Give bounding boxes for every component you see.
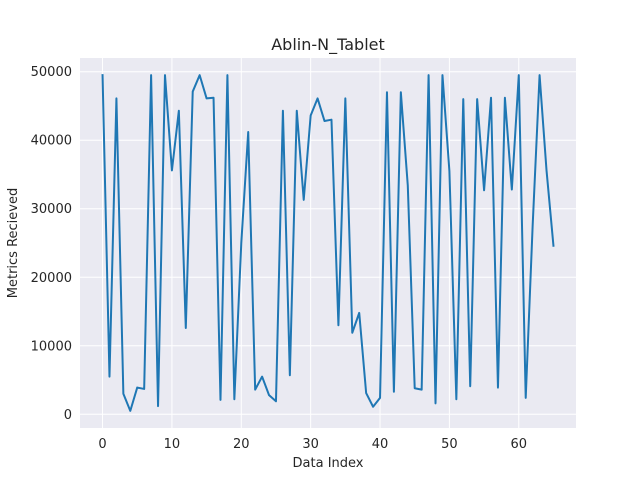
x-tick-labels: 0 10 20 30 40 50 60 <box>98 437 527 452</box>
y-axis-label: Metrics Recieved <box>6 188 21 298</box>
x-tick-label: 50 <box>441 437 458 452</box>
x-axis-label: Data Index <box>293 456 364 471</box>
x-tick-label: 40 <box>372 437 389 452</box>
series-line <box>101 74 555 412</box>
chart-title: Ablin-N_Tablet <box>271 35 385 55</box>
x-tick-label: 30 <box>302 437 319 452</box>
series-group <box>101 74 555 412</box>
x-tick-label: 0 <box>98 437 106 452</box>
y-tick-labels: 0 10000 20000 30000 40000 50000 <box>31 65 72 423</box>
y-tick-label: 40000 <box>31 134 72 149</box>
x-tick-label: 60 <box>510 437 527 452</box>
y-tick-label: 50000 <box>31 65 72 80</box>
y-tick-label: 30000 <box>31 202 72 217</box>
x-tick-label: 10 <box>164 437 181 452</box>
y-tick-label: 0 <box>64 408 72 423</box>
y-tick-label: 10000 <box>31 339 72 354</box>
y-tick-label: 20000 <box>31 271 72 286</box>
x-tick-label: 20 <box>233 437 250 452</box>
